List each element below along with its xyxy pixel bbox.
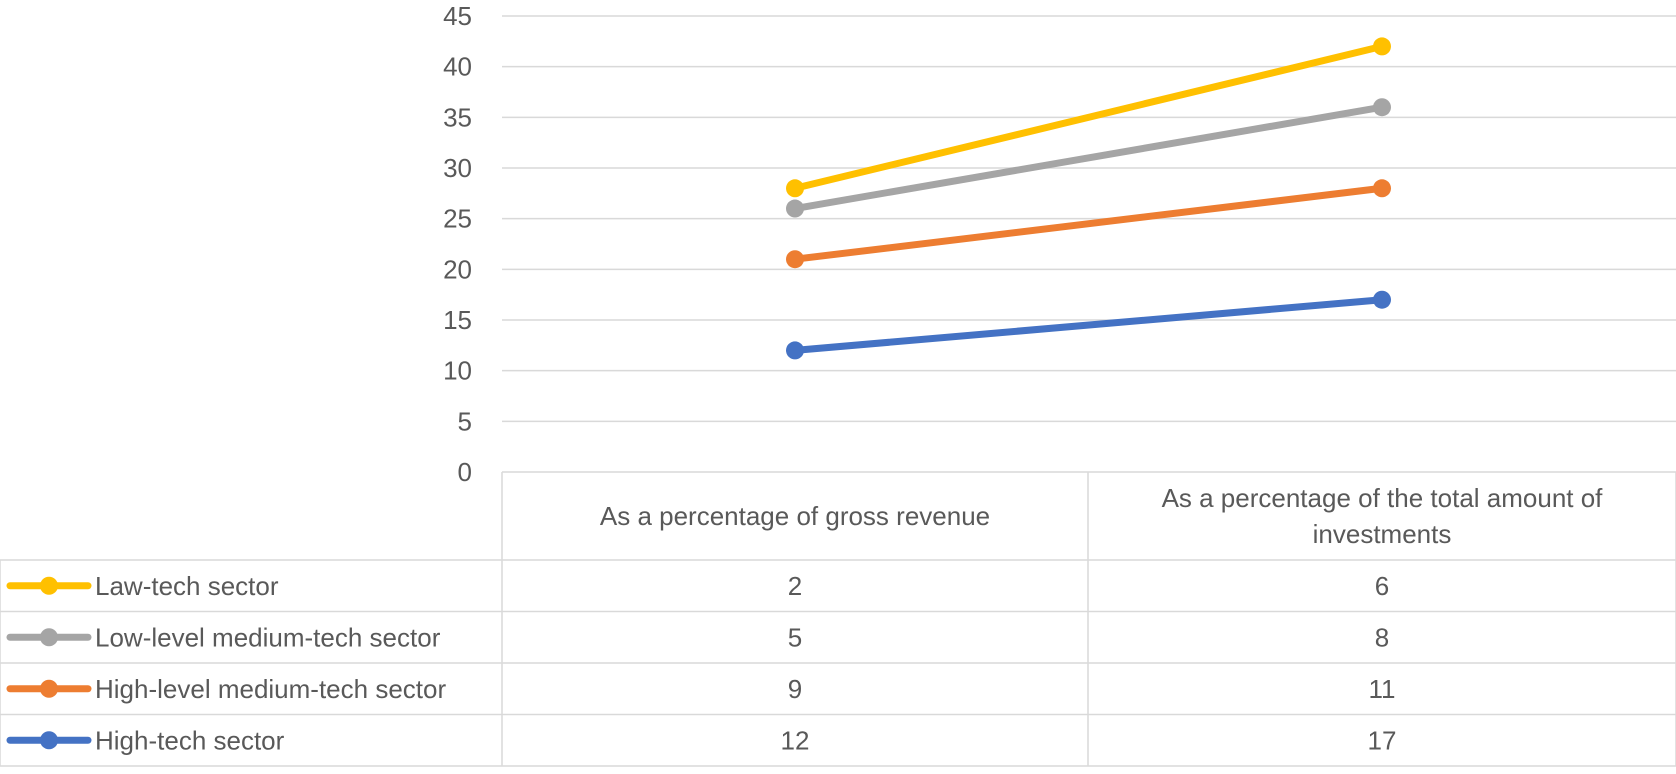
series-lines	[786, 37, 1391, 360]
data-table-gridlines	[0, 471, 1676, 767]
data-table-rows: Law-tech sector 2 6 Low-level medium-tech s…	[6, 571, 1397, 755]
legend-series-name: High-level medium-tech sector	[95, 674, 446, 704]
table-row: High-tech sector 12 17	[6, 725, 1397, 755]
series-line	[791, 42, 1386, 192]
table-cell-value: 8	[1375, 622, 1389, 652]
gridlines	[502, 15, 1676, 423]
data-table-header: As a percentage of gross revenue As a per…	[600, 483, 1603, 549]
x-category-label: As a percentage of gross revenue	[600, 501, 990, 531]
data-point	[786, 199, 804, 218]
y-tick-label: 20	[443, 254, 472, 284]
series-line	[791, 184, 1386, 263]
data-table: As a percentage of gross revenue As a per…	[0, 471, 1676, 767]
series	[786, 37, 1391, 198]
y-tick-label: 10	[443, 356, 472, 386]
table-cell-value: 17	[1368, 725, 1397, 755]
table-cell-value: 2	[788, 571, 802, 601]
y-tick-label: 25	[443, 204, 472, 234]
series	[786, 98, 1391, 218]
legend-dot-marker	[40, 576, 58, 595]
data-point	[1373, 98, 1391, 117]
table-cell-value: 11	[1369, 674, 1396, 704]
y-tick-label: 30	[443, 153, 472, 183]
table-cell-value: 9	[788, 674, 802, 704]
data-point	[1373, 179, 1391, 198]
series	[786, 179, 1391, 269]
series-line	[791, 296, 1386, 354]
table-row: Law-tech sector 2 6	[6, 571, 1389, 601]
series-line	[791, 103, 1386, 213]
y-tick-label: 0	[458, 457, 472, 487]
table-row: High-level medium-tech sector 9 11	[6, 674, 1396, 704]
y-tick-label: 40	[443, 52, 472, 82]
legend-dot-marker	[40, 731, 58, 750]
data-point	[1373, 37, 1391, 56]
data-point	[786, 179, 804, 198]
data-point	[1373, 290, 1391, 309]
y-tick-label: 45	[443, 1, 472, 31]
y-tick-label: 15	[443, 305, 472, 335]
table-cell-value: 12	[781, 725, 810, 755]
legend-series-name: Low-level medium-tech sector	[95, 622, 441, 652]
data-point	[786, 341, 804, 360]
y-tick-label: 35	[443, 102, 472, 132]
table-cell-value: 6	[1375, 571, 1389, 601]
data-point	[786, 250, 804, 269]
table-row: Low-level medium-tech sector 5 8	[6, 622, 1389, 652]
legend-series-name: Law-tech sector	[95, 571, 279, 601]
x-category-label: investments	[1313, 519, 1452, 549]
legend-series-name: High-tech sector	[95, 725, 285, 755]
x-category-label: As a percentage of the total amount of	[1162, 483, 1604, 513]
y-axis-ticks: 0 5 10 15 20 25 30 35 40 45	[443, 1, 472, 487]
table-cell-value: 5	[788, 622, 802, 652]
series	[786, 290, 1391, 360]
y-tick-label: 5	[458, 406, 472, 436]
legend-dot-marker	[40, 679, 58, 698]
legend-dot-marker	[40, 628, 58, 647]
